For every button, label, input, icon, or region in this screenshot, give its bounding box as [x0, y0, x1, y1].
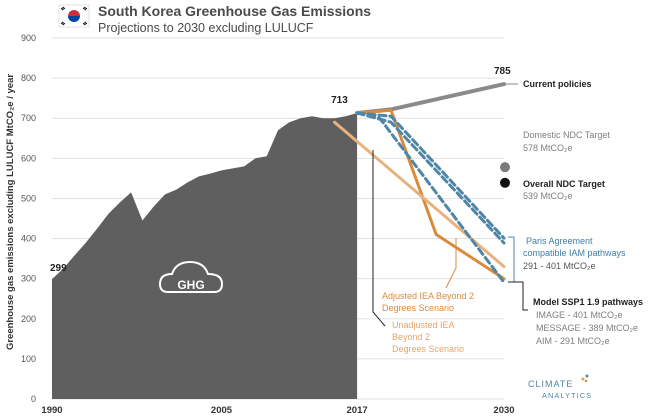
y-tick-label: 900: [21, 33, 36, 43]
historical-area: [52, 113, 358, 399]
adjusted-iea-line-2: Degrees Scenario: [382, 303, 454, 313]
ghg-cloud-icon: GHG: [158, 260, 224, 293]
y-tick-label: 200: [21, 314, 36, 324]
overall-ndc-title: Overall NDC Target: [523, 179, 605, 189]
chart-title: South Korea Greenhouse Gas Emissions: [98, 3, 371, 19]
ssp-image: IMAGE - 401 MtCO₂e: [536, 310, 623, 320]
unadjusted-iea-line-3: Degrees Scenario: [392, 344, 464, 354]
ssp-aim: AIM - 291 MtCO₂e: [536, 336, 610, 346]
projection-lines: [333, 82, 506, 284]
unadjusted-iea-connector: [372, 150, 386, 327]
adjusted-iea-connector: [445, 238, 457, 289]
paris-title-1: Paris Agreement: [526, 236, 593, 246]
ssp-title: Model SSP1 1.9 pathways: [533, 297, 643, 307]
y-tick-label: 400: [21, 234, 36, 244]
domestic-ndc-title: Domestic NDC Target: [523, 130, 610, 140]
unadjusted-iea-line-1: Unadjusted IEA: [392, 320, 455, 330]
y-tick-label: 500: [21, 193, 36, 203]
ndc-points: [500, 162, 510, 188]
current-policies-label: Current policies: [523, 79, 592, 89]
climate-analytics-logo: CLIMATE ANALYTICS: [528, 374, 592, 400]
overall-ndc-value: 539 MtCO₂e: [523, 191, 573, 201]
x-axis-ticks: 1990 2005 2017 2030: [41, 405, 514, 416]
data-labels: 299 713 785: [50, 66, 511, 274]
ssp-message: MESSAGE - 389 MtCO₂e: [536, 323, 638, 333]
annotation-connectors: [372, 83, 528, 327]
y-tick-label: 100: [21, 354, 36, 364]
x-tick-label: 2017: [347, 405, 368, 416]
x-tick-label: 2030: [493, 405, 514, 416]
chart-subtitle: Projections to 2030 excluding LULUCF: [98, 21, 314, 35]
ssp-bracket: [508, 281, 528, 311]
x-tick-label: 1990: [41, 405, 62, 416]
unadjusted-iea-line-2: Beyond 2: [392, 332, 430, 342]
annotations: Current policies Domestic NDC Target 578…: [382, 79, 643, 354]
ssp-message-line: [355, 111, 506, 245]
y-tick-label: 300: [21, 274, 36, 284]
y-axis-ticks: 0 100 200 300 400 500 600 700 800 900: [21, 33, 36, 404]
paris-bracket: [508, 236, 515, 283]
domestic-ndc-value: 578 MtCO₂e: [523, 143, 573, 153]
paris-value: 291 - 401 MtCO₂e: [523, 261, 596, 271]
current-policies-line: [355, 82, 506, 115]
ssp-aim-line: [355, 111, 506, 284]
data-label: 785: [494, 66, 511, 77]
data-label: 299: [50, 263, 67, 274]
unadjusted-iea-line: [333, 120, 506, 269]
adjusted-iea-line: [355, 108, 506, 281]
y-axis-label: Greenhouse gas emissions excluding LULUC…: [5, 74, 16, 350]
paris-title-2: compatible IAM pathways: [523, 248, 626, 258]
adjusted-iea-line-1: Adjusted IEA Beyond 2: [382, 291, 474, 301]
overall-ndc-point: [500, 177, 510, 188]
y-tick-label: 600: [21, 153, 36, 163]
historical-emissions-area: [52, 113, 358, 399]
logo-mark-icon: [581, 374, 589, 383]
south-korea-flag-icon: [58, 4, 90, 28]
data-label: 713: [331, 95, 348, 106]
domestic-ndc-point: [500, 162, 510, 173]
ghg-cloud-label: GHG: [177, 278, 204, 292]
x-tick-label: 2005: [211, 405, 233, 416]
logo-line-2: ANALYTICS: [542, 391, 592, 400]
logo-line-1: CLIMATE: [528, 379, 573, 389]
y-tick-label: 0: [31, 394, 36, 404]
y-tick-label: 800: [21, 73, 36, 83]
y-tick-label: 700: [21, 113, 36, 123]
